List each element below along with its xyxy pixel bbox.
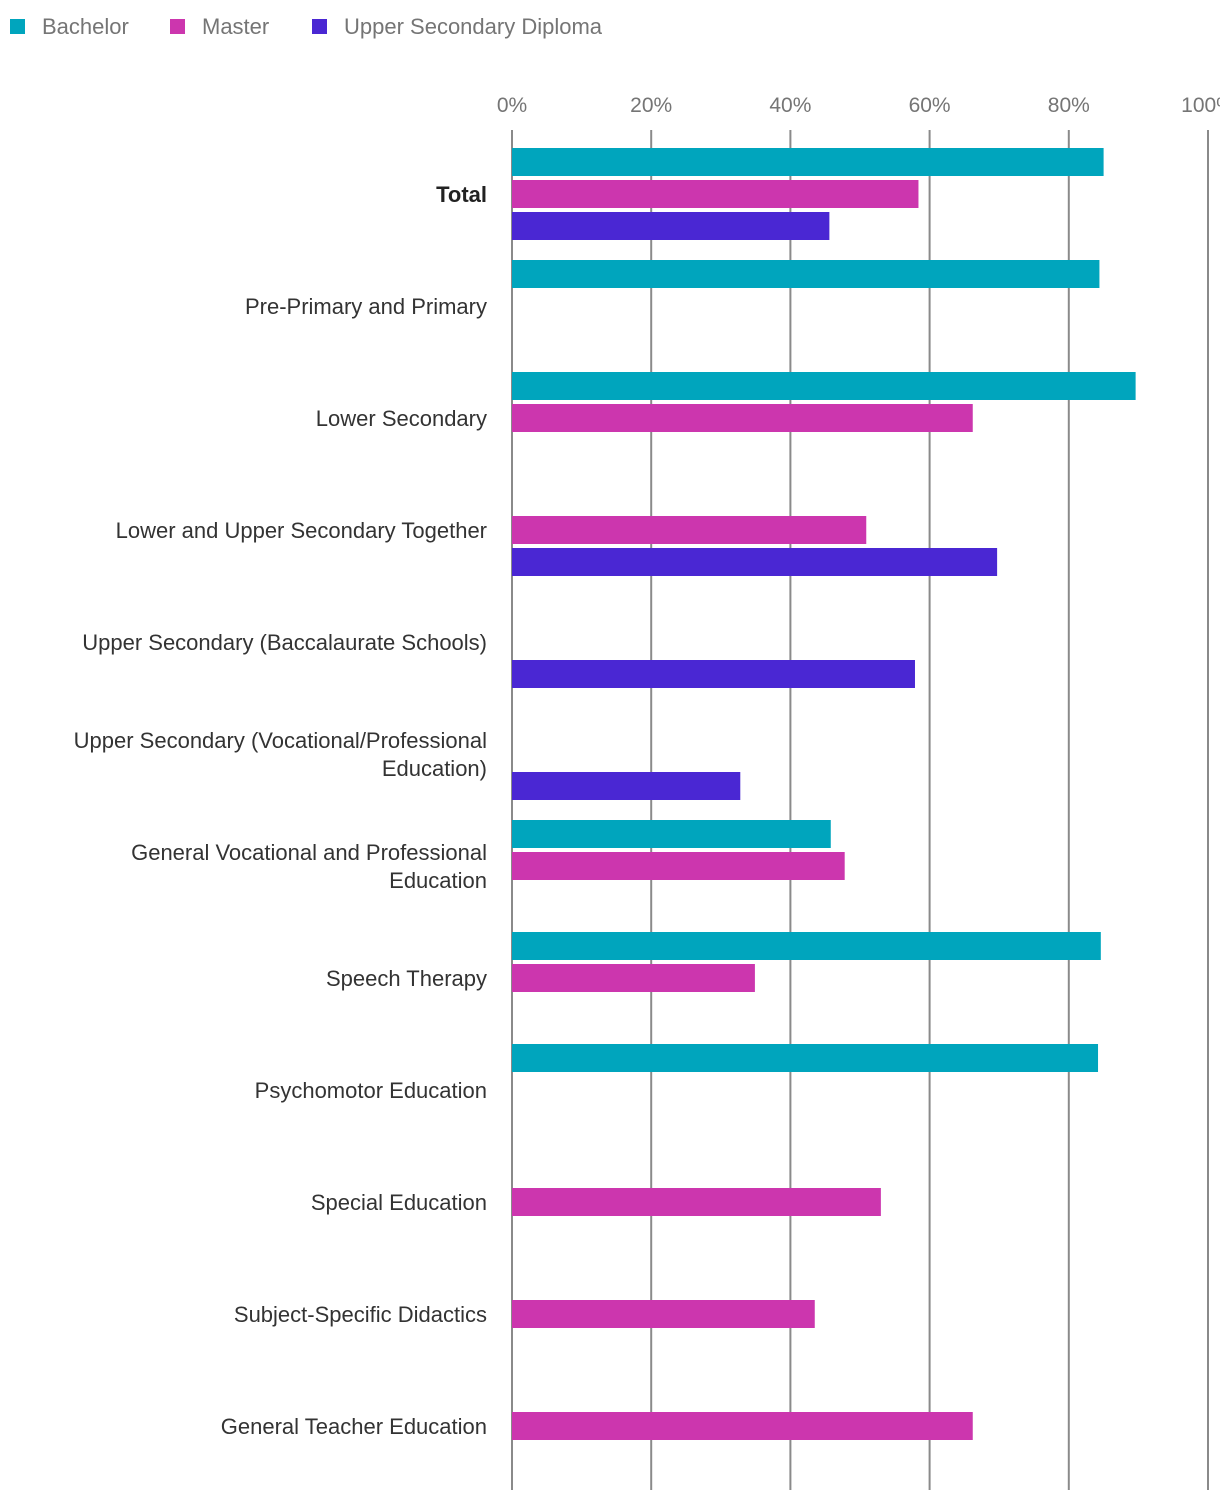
category-label-5-line-0: Upper Secondary (Vocational/Professional [74,728,487,753]
bar-6-0 [512,820,831,848]
category-labels: Total Pre-Primary and Primary Lower Second… [74,182,487,1439]
x-tick-label-3: 60% [909,94,951,117]
category-label-4: Upper Secondary (Baccalaurate Schools) [82,630,487,655]
bar-0-0 [512,148,1104,176]
bar-2-0 [512,372,1136,400]
x-tick-label-2: 40% [769,94,811,117]
legend-label-0: Bachelor [42,14,129,39]
bar-3-1 [512,516,867,544]
category-label-6-line-0: General Vocational and Professional [131,840,487,865]
category-label-11: General Teacher Education [221,1414,487,1439]
x-tick-label-4: 80% [1048,94,1090,117]
bar-0-1 [512,180,919,208]
category-label-0: Total [436,182,487,207]
legend-swatch-2 [312,19,327,34]
gridlines [511,130,1209,1490]
x-axis-ticks: 0% 20% 40% 60% 80% 100% [497,94,1220,117]
category-label-6-line-1: Education [389,868,487,893]
legend-swatch-1 [170,19,185,34]
category-label-7: Speech Therapy [326,966,487,991]
legend-label-1: Master [202,14,269,39]
legend: Bachelor Master Upper Secondary Diploma [10,14,603,39]
bar-6-1 [512,852,845,880]
bar-0-2 [512,212,830,240]
bar-4-2 [512,660,915,688]
bars [512,148,1136,1440]
category-label-10: Subject-Specific Didactics [234,1302,487,1327]
bar-1-0 [512,260,1100,288]
bar-3-2 [512,548,998,576]
legend-swatch-0 [10,19,25,34]
bar-2-1 [512,404,973,432]
category-label-3: Lower and Upper Secondary Together [116,518,487,543]
bar-7-0 [512,932,1101,960]
x-tick-label-1: 20% [630,94,672,117]
bar-5-2 [512,772,741,800]
bar-10-1 [512,1300,815,1328]
legend-label-2: Upper Secondary Diploma [344,14,603,39]
category-label-1: Pre-Primary and Primary [245,294,487,319]
x-tick-label-0: 0% [497,94,527,117]
bar-8-0 [512,1044,1099,1072]
category-label-8: Psychomotor Education [255,1078,487,1103]
category-label-2: Lower Secondary [316,406,487,431]
bar-9-1 [512,1188,881,1216]
bar-7-1 [512,964,755,992]
x-tick-label-5: 100% [1181,94,1220,117]
category-label-5-line-1: Education) [382,756,487,781]
category-label-9: Special Education [311,1190,487,1215]
bar-11-1 [512,1412,973,1440]
